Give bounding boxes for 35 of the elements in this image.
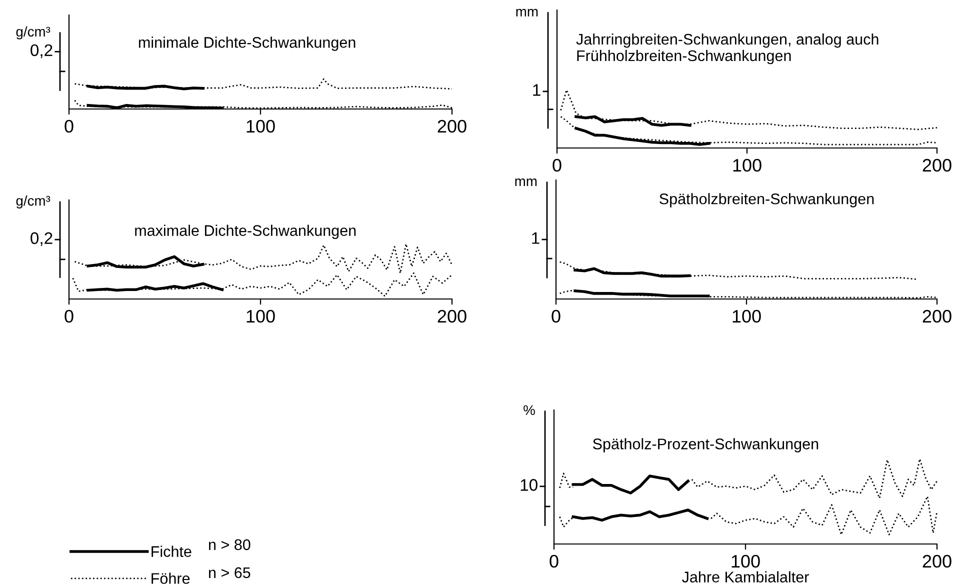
text: 1: [532, 232, 540, 244]
text: 0,2: [30, 232, 52, 246]
chart-title: Spätholz-Prozent-Schwankungen: [592, 438, 818, 452]
x-tick-label: 200: [922, 554, 952, 568]
legend-label: Föhre: [152, 572, 190, 584]
text: 1: [533, 84, 540, 96]
x-tick-label: 100: [733, 158, 762, 172]
x-tick-label: 100: [732, 554, 760, 568]
chart-title: minimale Dichte-Schwankungen: [138, 36, 356, 51]
y-axis-title: mm: [516, 8, 538, 16]
y-axis-title: g/cm³: [16, 196, 50, 208]
text: 0,2: [30, 44, 52, 58]
x-tick-label: 0: [552, 158, 562, 172]
x-tick-label: 200: [922, 158, 952, 172]
x-tick-label: 0: [64, 310, 74, 323]
x-axis-title: Jahre Kambialalter: [682, 571, 809, 582]
chart-title: maximale Dichte-Schwankungen: [135, 224, 356, 239]
chart-title: Jahrringbreiten-Schwankungen, analog auch Frühholzbreiten-Schwankungen: [576, 33, 878, 64]
x-tick-label: 0: [550, 554, 558, 568]
y-axis-title: %: [524, 405, 535, 416]
x-tick-label: 100: [246, 120, 275, 133]
y-axis-title: g/cm³: [16, 26, 50, 40]
legend-label: Fichte: [152, 546, 192, 557]
x-tick-label: 0: [64, 120, 74, 133]
x-tick-label: 200: [438, 120, 466, 133]
chart-title: Spätholzbreiten-Schwankungen: [660, 193, 874, 208]
text: 10: [520, 479, 538, 491]
x-tick-label: 100: [732, 310, 761, 323]
x-tick-label: 0: [552, 310, 560, 323]
x-tick-label: 100: [246, 310, 275, 323]
x-tick-label: 200: [922, 310, 952, 323]
y-axis-title: mm: [515, 178, 537, 186]
text: n > 65: [209, 567, 250, 578]
text: n > 80: [209, 539, 250, 550]
x-tick-label: 200: [438, 310, 466, 323]
